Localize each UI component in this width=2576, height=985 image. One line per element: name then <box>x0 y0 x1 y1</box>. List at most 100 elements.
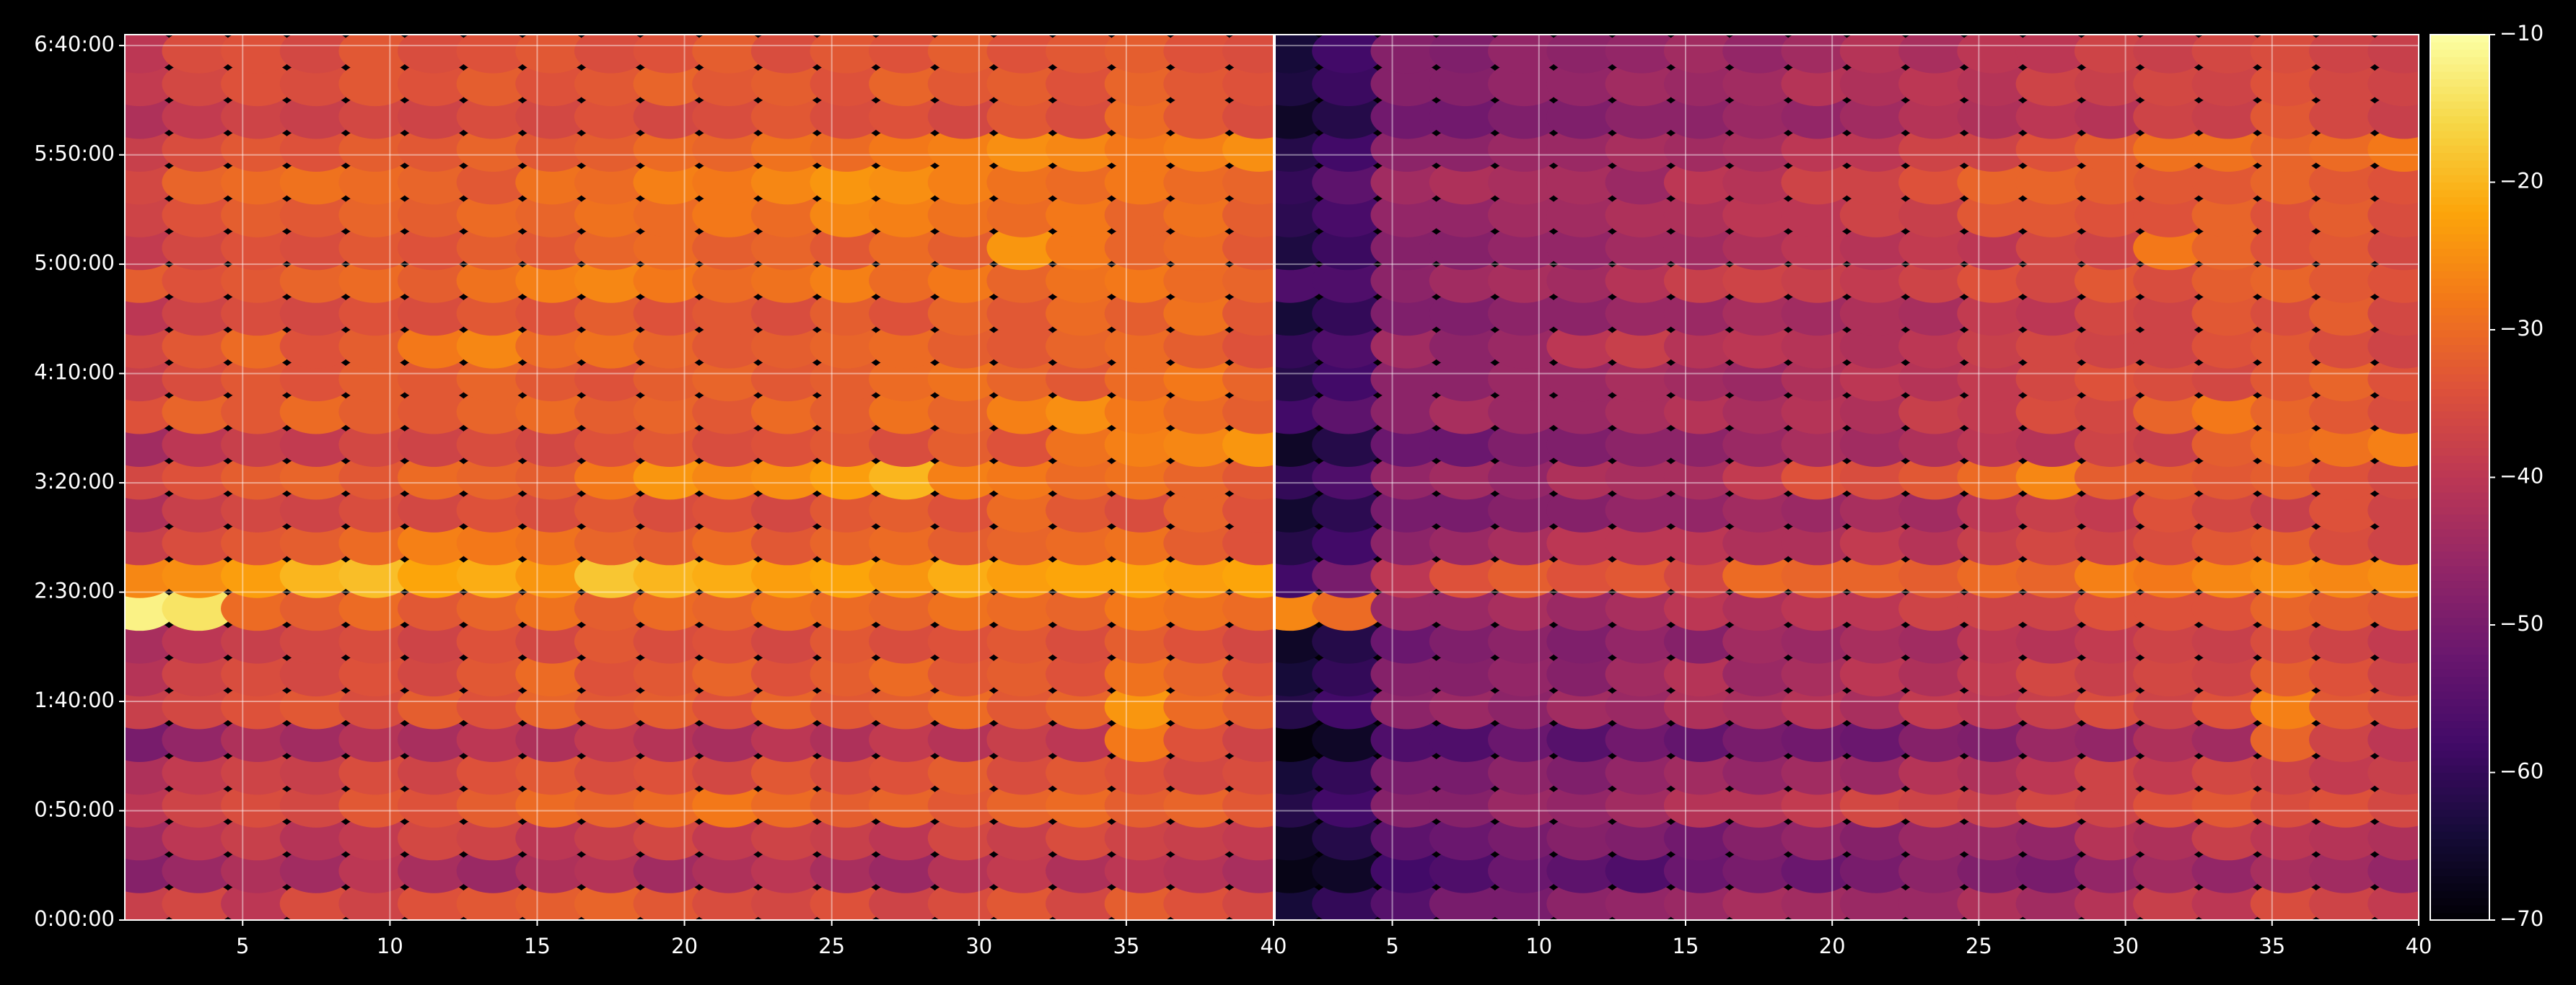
heat-cell <box>279 389 353 434</box>
heat-cell <box>574 323 648 369</box>
heat-cell <box>869 356 942 402</box>
heat-cell <box>1781 488 1854 533</box>
heat-cell <box>397 684 471 730</box>
heat-cell <box>221 455 294 500</box>
heat-cell <box>1605 35 1678 74</box>
heat-cell <box>692 323 766 369</box>
heat-cell <box>2015 520 2089 566</box>
heat-cell <box>1663 422 1737 467</box>
heat-cell <box>750 61 825 107</box>
colorbar-segment <box>2430 668 2489 678</box>
heat-cell <box>397 159 471 205</box>
heat-cell <box>692 455 766 500</box>
heat-cell <box>1370 225 1444 271</box>
heat-cell <box>1104 35 1178 74</box>
heat-cell <box>1488 586 1561 631</box>
heat-cell <box>869 94 942 139</box>
heat-cell <box>515 684 589 730</box>
colorbar-segment <box>2430 750 2489 758</box>
heat-cell <box>869 520 942 566</box>
heat-cell <box>221 881 294 920</box>
heat-cell <box>2133 618 2206 664</box>
heat-cell <box>338 159 412 205</box>
heat-cell <box>574 127 648 172</box>
heat-cell <box>2133 783 2206 828</box>
heat-cell <box>1488 815 1561 861</box>
heat-cell <box>397 323 471 369</box>
heat-cell <box>279 652 353 697</box>
heat-cell <box>338 783 412 828</box>
heat-cell <box>1546 94 1620 139</box>
heat-cell <box>1781 684 1854 730</box>
heat-cell <box>1104 258 1178 303</box>
heat-cell <box>1546 783 1620 828</box>
heat-cell <box>1957 455 2030 500</box>
heat-cell <box>1839 323 1913 369</box>
heat-cell <box>1781 225 1854 271</box>
heat-cell <box>456 750 530 795</box>
heat-cell <box>2074 520 2147 566</box>
heat-cell <box>2367 35 2419 74</box>
heat-cell <box>986 848 1060 893</box>
heat-cell <box>1370 684 1444 730</box>
heat-cell <box>633 520 706 566</box>
heat-cell <box>2015 848 2089 893</box>
heat-cell <box>1312 520 1385 566</box>
heat-cell <box>279 783 353 828</box>
heat-cell <box>279 356 353 402</box>
heat-cell <box>1898 455 1971 500</box>
heat-cell <box>1839 618 1913 664</box>
heat-cell <box>2015 488 2089 533</box>
heat-cell <box>456 291 530 336</box>
heat-cell <box>1312 291 1385 336</box>
heat-cell <box>2015 94 2089 139</box>
heat-cell <box>869 881 942 920</box>
heat-cell <box>1663 258 1737 303</box>
heat-cell <box>1312 881 1385 920</box>
heat-cell <box>927 258 1002 303</box>
heat-cell <box>2250 652 2323 697</box>
heat-cell <box>338 258 412 303</box>
heat-cell <box>1663 455 1737 500</box>
heat-cell <box>633 61 706 107</box>
colorbar-segment <box>2430 506 2489 515</box>
heat-cell <box>1312 717 1385 762</box>
heat-cell <box>456 848 530 893</box>
heat-cell <box>2250 815 2323 861</box>
heat-cell <box>162 323 235 369</box>
heat-cell <box>810 848 883 893</box>
heat-cell <box>927 750 1002 795</box>
heat-cell <box>2250 61 2323 107</box>
heat-cell <box>1605 291 1678 336</box>
heat-cell <box>1163 323 1237 369</box>
heat-cell <box>2074 225 2147 271</box>
heat-cell <box>1312 684 1385 730</box>
colorbar-segment <box>2430 491 2489 500</box>
heat-cell <box>1546 127 1620 172</box>
colorbar-segment <box>2430 299 2489 308</box>
heat-cell <box>1781 389 1854 434</box>
heat-cell <box>986 652 1060 697</box>
heat-cell <box>1839 520 1913 566</box>
heat-cell <box>1429 356 1502 402</box>
heat-cell <box>1163 258 1237 303</box>
heat-cell <box>1163 717 1237 762</box>
heatmap-cells <box>1275 35 2419 920</box>
colorbar-segment <box>2430 912 2489 921</box>
heat-cell <box>456 520 530 566</box>
heat-cell <box>221 422 294 467</box>
heat-cell <box>279 455 353 500</box>
heat-cell <box>1312 553 1385 598</box>
colorbar-segment <box>2430 572 2489 582</box>
heat-cell <box>810 488 883 533</box>
heat-cell <box>986 94 1060 139</box>
heat-cell <box>750 684 825 730</box>
x-tick-label: 40 <box>1261 934 1287 958</box>
heat-cell <box>1312 94 1385 139</box>
heat-cell <box>1898 815 1971 861</box>
heat-cell <box>1663 193 1737 237</box>
heat-cell <box>692 61 766 107</box>
heat-cell <box>338 35 412 74</box>
heat-cell <box>574 652 648 697</box>
heat-cell <box>1163 684 1237 730</box>
